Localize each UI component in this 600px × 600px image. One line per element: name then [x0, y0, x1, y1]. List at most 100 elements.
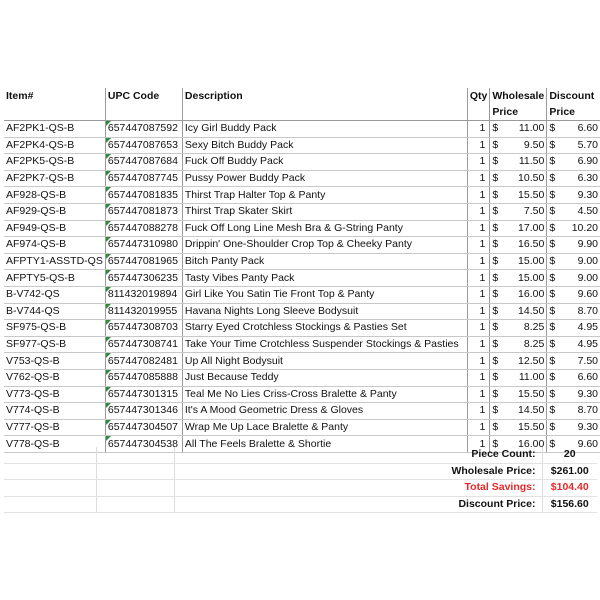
upc-code[interactable]: 657447081835	[104, 186, 183, 204]
upc-code[interactable]: 657447087653	[104, 137, 183, 155]
wholesale-price[interactable]: $8.25	[489, 319, 547, 337]
item-number[interactable]: V753-QS-B	[4, 352, 106, 370]
upc-code[interactable]: 657447087745	[104, 170, 183, 188]
upc-code[interactable]: 657447081965	[104, 253, 183, 271]
discount-price[interactable]: $6.30	[546, 170, 600, 188]
upc-code[interactable]: 657447087684	[104, 153, 183, 171]
quantity[interactable]: 1	[466, 386, 490, 404]
wholesale-price[interactable]: $15.00	[489, 269, 547, 287]
quantity[interactable]: 1	[466, 153, 490, 171]
discount-price[interactable]: $9.30	[546, 419, 600, 437]
upc-code[interactable]: 657447081873	[104, 203, 183, 221]
item-number[interactable]: B-V742-QS	[4, 286, 106, 304]
quantity[interactable]: 1	[466, 303, 490, 321]
discount-price[interactable]: $8.70	[546, 402, 600, 420]
discount-price[interactable]: $6.90	[546, 153, 600, 171]
item-number[interactable]: V774-QS-B	[4, 402, 106, 420]
discount-price[interactable]: $9.30	[546, 186, 600, 204]
upc-code[interactable]: 811432019894	[104, 286, 183, 304]
wholesale-price[interactable]: $14.50	[489, 402, 547, 420]
discount-price[interactable]: $6.60	[546, 369, 600, 387]
quantity[interactable]: 1	[466, 336, 490, 354]
upc-code[interactable]: 657447082481	[104, 352, 183, 370]
item-number[interactable]: AF2PK7-QS-B	[4, 170, 106, 188]
wholesale-price[interactable]: $10.50	[489, 170, 547, 188]
item-number[interactable]: AF2PK1-QS-B	[4, 120, 106, 138]
wholesale-price[interactable]: $17.00	[489, 220, 547, 238]
item-number[interactable]: SF977-QS-B	[4, 336, 106, 354]
quantity[interactable]: 1	[466, 402, 490, 420]
upc-code[interactable]: 657447310980	[104, 236, 183, 254]
description[interactable]: Up All Night Bodysuit	[181, 352, 468, 370]
summary-value[interactable]: $261.00	[541, 463, 597, 481]
upc-code[interactable]: 657447304507	[104, 419, 183, 437]
description[interactable]: Bitch Panty Pack	[181, 253, 468, 271]
item-number[interactable]: AF974-QS-B	[4, 236, 106, 254]
summary-value[interactable]: $156.60	[541, 496, 597, 514]
wholesale-price[interactable]: $16.00	[489, 286, 547, 304]
quantity[interactable]: 1	[466, 253, 490, 271]
description[interactable]: Pussy Power Buddy Pack	[181, 170, 468, 188]
item-number[interactable]: AFPTY5-QS-B	[4, 269, 106, 287]
wholesale-price[interactable]: $12.50	[489, 352, 547, 370]
upc-code[interactable]: 657447308741	[104, 336, 183, 354]
item-number[interactable]: AF949-QS-B	[4, 220, 106, 238]
wholesale-price[interactable]: $16.50	[489, 236, 547, 254]
description[interactable]: Thirst Trap Halter Top & Panty	[181, 186, 468, 204]
wholesale-price[interactable]: $11.00	[489, 369, 547, 387]
discount-price[interactable]: $8.70	[546, 303, 600, 321]
discount-price[interactable]: $10.20	[546, 220, 600, 238]
upc-code[interactable]: 811432019955	[104, 303, 183, 321]
item-number[interactable]: V762-QS-B	[4, 369, 106, 387]
description[interactable]: Fuck Off Long Line Mesh Bra & G-String P…	[181, 220, 468, 238]
description[interactable]: Starry Eyed Crotchless Stockings & Pasti…	[181, 319, 468, 337]
wholesale-price[interactable]: $15.50	[489, 419, 547, 437]
summary-value[interactable]: 20	[541, 447, 597, 464]
description[interactable]: Teal Me No Lies Criss-Cross Bralette & P…	[181, 386, 468, 404]
upc-code[interactable]: 657447087592	[104, 120, 183, 138]
description[interactable]: Drippin' One-Shoulder Crop Top & Cheeky …	[181, 236, 468, 254]
discount-price[interactable]: $4.95	[546, 319, 600, 337]
discount-price[interactable]: $4.50	[546, 203, 600, 221]
discount-price[interactable]: $9.60	[546, 286, 600, 304]
discount-price[interactable]: $9.30	[546, 386, 600, 404]
upc-code[interactable]: 657447308703	[104, 319, 183, 337]
upc-code[interactable]: 657447088278	[104, 220, 183, 238]
wholesale-price[interactable]: $14.50	[489, 303, 547, 321]
quantity[interactable]: 1	[466, 203, 490, 221]
wholesale-price[interactable]: $9.50	[489, 137, 547, 155]
wholesale-price[interactable]: $11.00	[489, 120, 547, 138]
description[interactable]: Icy Girl Buddy Pack	[181, 120, 468, 138]
quantity[interactable]: 1	[466, 286, 490, 304]
discount-price[interactable]: $9.00	[546, 269, 600, 287]
discount-price[interactable]: $6.60	[546, 120, 600, 138]
quantity[interactable]: 1	[466, 137, 490, 155]
item-number[interactable]: V773-QS-B	[4, 386, 106, 404]
item-number[interactable]: AF928-QS-B	[4, 186, 106, 204]
quantity[interactable]: 1	[466, 352, 490, 370]
upc-code[interactable]: 657447301346	[104, 402, 183, 420]
description[interactable]: Tasty Vibes Panty Pack	[181, 269, 468, 287]
item-number[interactable]: SF975-QS-B	[4, 319, 106, 337]
item-number[interactable]: V777-QS-B	[4, 419, 106, 437]
item-number[interactable]: AF2PK5-QS-B	[4, 153, 106, 171]
description[interactable]: Fuck Off Buddy Pack	[181, 153, 468, 171]
wholesale-price[interactable]: $15.50	[489, 186, 547, 204]
quantity[interactable]: 1	[466, 269, 490, 287]
discount-price[interactable]: $9.00	[546, 253, 600, 271]
upc-code[interactable]: 657447306235	[104, 269, 183, 287]
description[interactable]: Thirst Trap Skater Skirt	[181, 203, 468, 221]
description[interactable]: Wrap Me Up Lace Bralette & Panty	[181, 419, 468, 437]
description[interactable]: It's A Mood Geometric Dress & Gloves	[181, 402, 468, 420]
discount-price[interactable]: $4.95	[546, 336, 600, 354]
description[interactable]: Take Your Time Crotchless Suspender Stoc…	[181, 336, 468, 354]
description[interactable]: Havana Nights Long Sleeve Bodysuit	[181, 303, 468, 321]
discount-price[interactable]: $9.90	[546, 236, 600, 254]
wholesale-price[interactable]: $15.00	[489, 253, 547, 271]
discount-price[interactable]: $7.50	[546, 352, 600, 370]
wholesale-price[interactable]: $7.50	[489, 203, 547, 221]
wholesale-price[interactable]: $11.50	[489, 153, 547, 171]
summary-value[interactable]: $104.40	[541, 479, 597, 497]
discount-price[interactable]: $5.70	[546, 137, 600, 155]
quantity[interactable]: 1	[466, 170, 490, 188]
